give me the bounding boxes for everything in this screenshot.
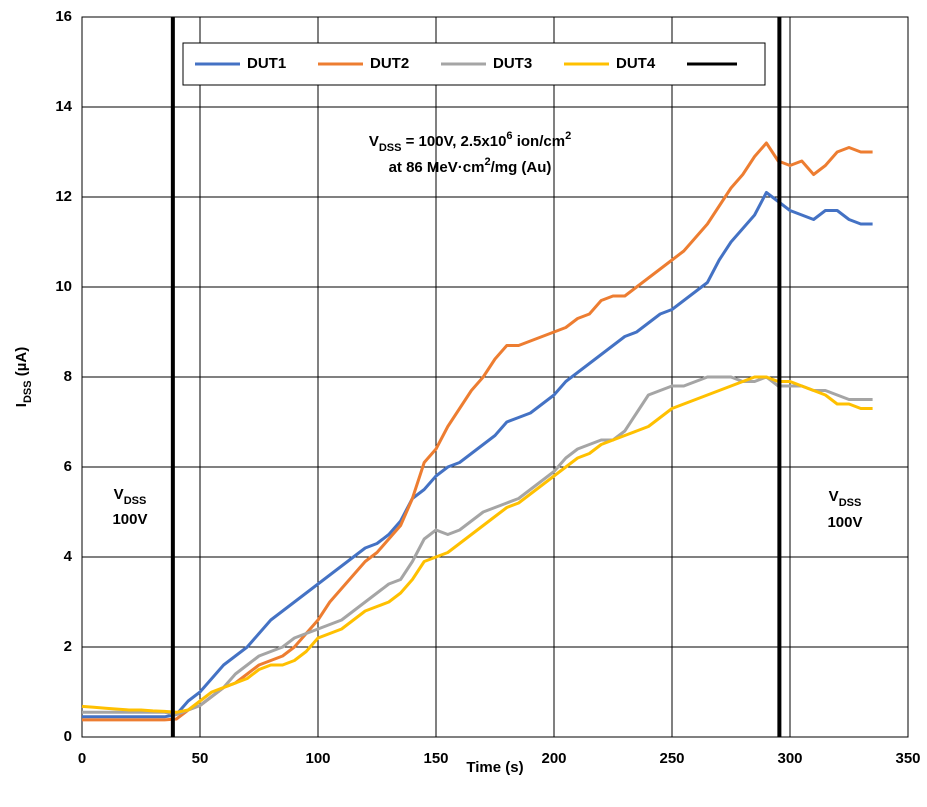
annotation: 100V (112, 511, 147, 528)
annotation: 100V (827, 514, 862, 531)
text-part: 100V (112, 511, 147, 528)
legend-box (182, 42, 766, 86)
annotation: VDSS (114, 486, 147, 507)
y-tick-label: 8 (64, 368, 72, 385)
y-tick-label: 2 (64, 638, 72, 655)
data-line (82, 375, 873, 716)
text-part: 2 (484, 156, 490, 168)
data-line (82, 191, 873, 719)
data-line (82, 141, 873, 722)
text-part: at 86 MeV·cm (389, 159, 485, 176)
x-tick-label: 350 (895, 750, 920, 767)
text-part: I (13, 403, 30, 407)
annotation: at 86 MeV·cm2/mg (Au) (389, 156, 552, 176)
x-tick-label: 300 (777, 750, 802, 767)
x-tick-label: 250 (659, 750, 684, 767)
text-part: 2 (565, 130, 571, 142)
legend: DUT1 DUT2 DUT3 DUT4 (182, 42, 766, 86)
text-part: DSS (22, 380, 34, 403)
legend-label: DUT1 (247, 55, 286, 72)
text-part: V (829, 488, 839, 505)
y-tick-label: 4 (64, 548, 73, 565)
text-part: = 100V, 2.5x10 (401, 133, 506, 150)
y-tick-label: 10 (55, 278, 72, 295)
y-tick-label: 16 (55, 8, 72, 25)
text-part: 6 (506, 130, 512, 142)
x-tick-label: 200 (541, 750, 566, 767)
legend-label: DUT3 (493, 55, 532, 72)
legend-label: DUT4 (616, 55, 656, 72)
x-tick-label: 50 (192, 750, 209, 767)
x-tick-label: 150 (423, 750, 448, 767)
plot-frame (81, 16, 909, 738)
text-part: DSS (839, 497, 862, 509)
text-part: DSS (379, 142, 402, 154)
text-part: /mg (Au) (491, 159, 552, 176)
y-tick-label: 12 (55, 188, 72, 205)
annotation: VDSS = 100V, 2.5x106 ion/cm2 (369, 130, 571, 154)
annotation: VDSS (829, 488, 862, 509)
text-part: V (369, 133, 379, 150)
x-tick-label: 0 (78, 750, 86, 767)
text-part: ion/cm (513, 133, 566, 150)
legend-label: DUT2 (370, 55, 409, 72)
text-part: DSS (124, 495, 147, 507)
text-part: V (114, 486, 124, 503)
text-part: (µA) (13, 347, 30, 381)
y-tick-label: 0 (64, 728, 72, 745)
text-part: 100V (827, 514, 862, 531)
y-tick-label: 14 (55, 98, 72, 115)
x-axis-label: Time (s) (466, 759, 523, 776)
data-line (81, 375, 873, 714)
x-tick-label: 100 (305, 750, 330, 767)
y-axis-label: IDSS (µA) (13, 347, 34, 407)
y-tick-label: 6 (64, 458, 72, 475)
